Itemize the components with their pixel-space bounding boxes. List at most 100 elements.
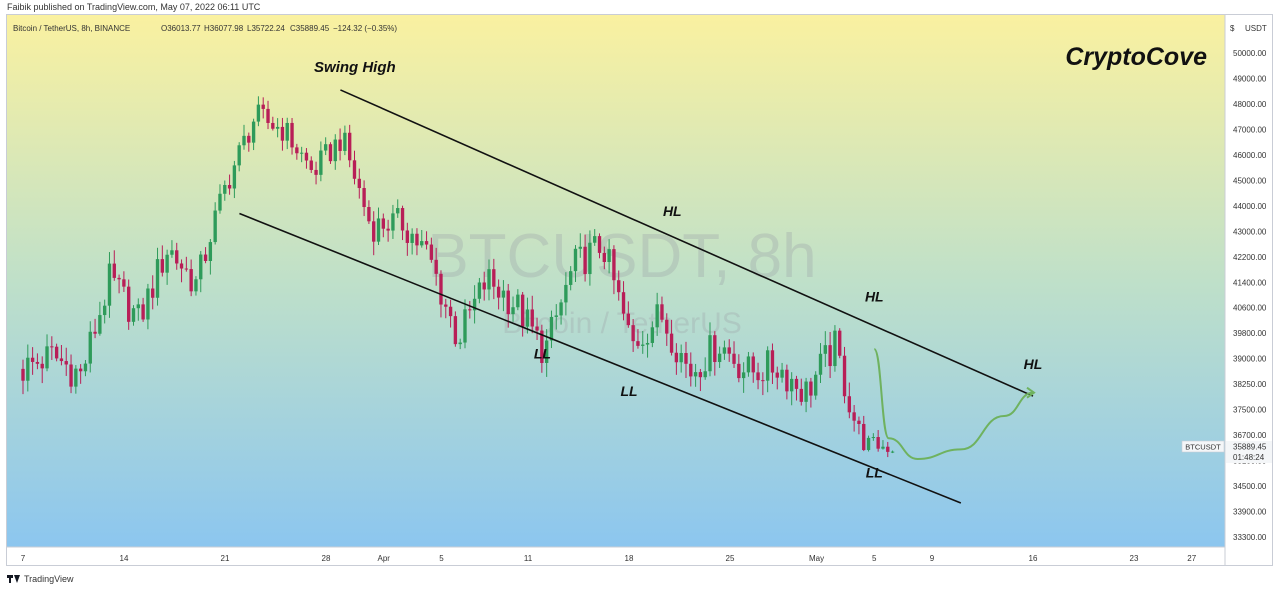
candle	[857, 416, 861, 435]
candle	[823, 331, 827, 367]
candle	[127, 279, 131, 330]
candle	[415, 228, 419, 256]
price-tick-label: 33300.00	[1233, 533, 1267, 542]
candle	[299, 146, 304, 163]
symbol-line: Bitcoin / TetherUS, 8h, BINANCE	[13, 24, 130, 33]
ohlc-high: H36077.98	[204, 24, 244, 33]
candle	[530, 295, 534, 334]
trendlines-layer	[239, 89, 1036, 504]
price-tick-label: 49000.00	[1233, 74, 1267, 83]
price-tag-bg	[1226, 441, 1272, 463]
time-tick-label: 11	[524, 554, 533, 563]
candle	[376, 207, 381, 246]
price-tick-label: 43000.00	[1233, 227, 1267, 236]
candle	[717, 346, 722, 368]
time-tick-label: May	[809, 554, 824, 563]
candle	[655, 292, 659, 336]
candle	[607, 239, 611, 274]
candle	[160, 245, 165, 277]
candle	[645, 333, 650, 358]
candle	[492, 258, 496, 300]
candle	[660, 296, 664, 323]
higher-low-label: HL	[663, 203, 682, 219]
candle	[247, 132, 251, 152]
currency-label: USDT	[1245, 24, 1267, 33]
price-axis[interactable]: USDT $ 50000.00 49000.00 48000.00 47000.00 4…	[1230, 24, 1267, 542]
candle	[232, 160, 237, 199]
candle	[429, 237, 434, 263]
candle	[146, 283, 150, 330]
time-tick-label: 27	[1187, 554, 1196, 563]
candle	[179, 259, 184, 283]
candle	[506, 283, 510, 328]
candle	[424, 231, 429, 250]
candle	[367, 200, 371, 224]
candle	[40, 356, 44, 384]
price-tag-countdown: 01:48:24	[1233, 453, 1265, 462]
candle	[617, 270, 621, 301]
candle	[593, 229, 597, 246]
candle	[45, 334, 49, 372]
candle	[814, 371, 818, 400]
time-axis[interactable]: 7 14 21 28 Apr 5 11 18 25 May 5 9 16 23 27	[21, 554, 1197, 563]
candle	[578, 233, 582, 258]
price-tick-label: 44000.00	[1233, 202, 1267, 211]
candle	[131, 305, 136, 326]
candle	[549, 310, 554, 349]
candle	[597, 233, 602, 259]
candle	[708, 322, 712, 377]
ohlc-close: C35889.45	[290, 24, 330, 33]
candle	[26, 344, 30, 392]
candle	[689, 352, 693, 387]
candle	[348, 124, 352, 168]
annotations-layer: Swing High HL HL HL LL LL LL	[314, 59, 1042, 480]
candle	[828, 332, 832, 379]
chart-area[interactable]: BTCUSDT, 8h Bitcoin / TetherUS Bitcoin /…	[6, 14, 1273, 566]
tradingview-logo[interactable]: TradingView	[7, 574, 74, 584]
candle	[448, 299, 453, 328]
candle	[477, 277, 482, 304]
candle	[693, 363, 698, 387]
price-chart[interactable]: BTCUSDT, 8h Bitcoin / TetherUS Bitcoin /…	[7, 15, 1272, 565]
lower-channel-line[interactable]	[239, 212, 962, 504]
time-tick-label: 25	[726, 554, 735, 563]
candle	[405, 222, 410, 256]
time-tick-label: 14	[120, 554, 129, 563]
price-tick-label: 46000.00	[1233, 151, 1267, 160]
candle	[775, 366, 779, 390]
candle	[631, 318, 635, 352]
candle	[21, 359, 25, 395]
candle	[74, 365, 78, 394]
candle	[674, 343, 679, 375]
candle	[583, 234, 587, 282]
candle	[396, 199, 400, 218]
candle	[679, 344, 683, 373]
candle	[866, 435, 871, 452]
candle	[35, 353, 40, 370]
candle	[391, 204, 395, 239]
candle	[569, 266, 573, 291]
candle	[155, 247, 160, 306]
candle	[333, 134, 337, 170]
candle	[309, 156, 313, 173]
candle	[251, 118, 256, 151]
candle	[170, 240, 174, 258]
candle	[794, 375, 799, 401]
footer: TradingView	[0, 570, 1280, 592]
candle	[208, 238, 213, 275]
candle	[732, 341, 736, 368]
candle	[559, 299, 563, 325]
price-tick-label: 36700.00	[1233, 431, 1267, 440]
candle	[780, 362, 784, 383]
candle	[352, 150, 357, 185]
projection-arrow[interactable]	[873, 348, 1036, 460]
higher-low-label: HL	[865, 288, 884, 304]
candle	[890, 450, 895, 454]
price-tick-label: 40600.00	[1233, 304, 1267, 313]
candle	[242, 124, 246, 150]
candle	[554, 304, 558, 330]
time-tick-label: 7	[21, 554, 26, 563]
candle	[472, 285, 477, 324]
upper-channel-line[interactable]	[340, 89, 1034, 397]
price-tick-label: 48000.00	[1233, 100, 1267, 109]
